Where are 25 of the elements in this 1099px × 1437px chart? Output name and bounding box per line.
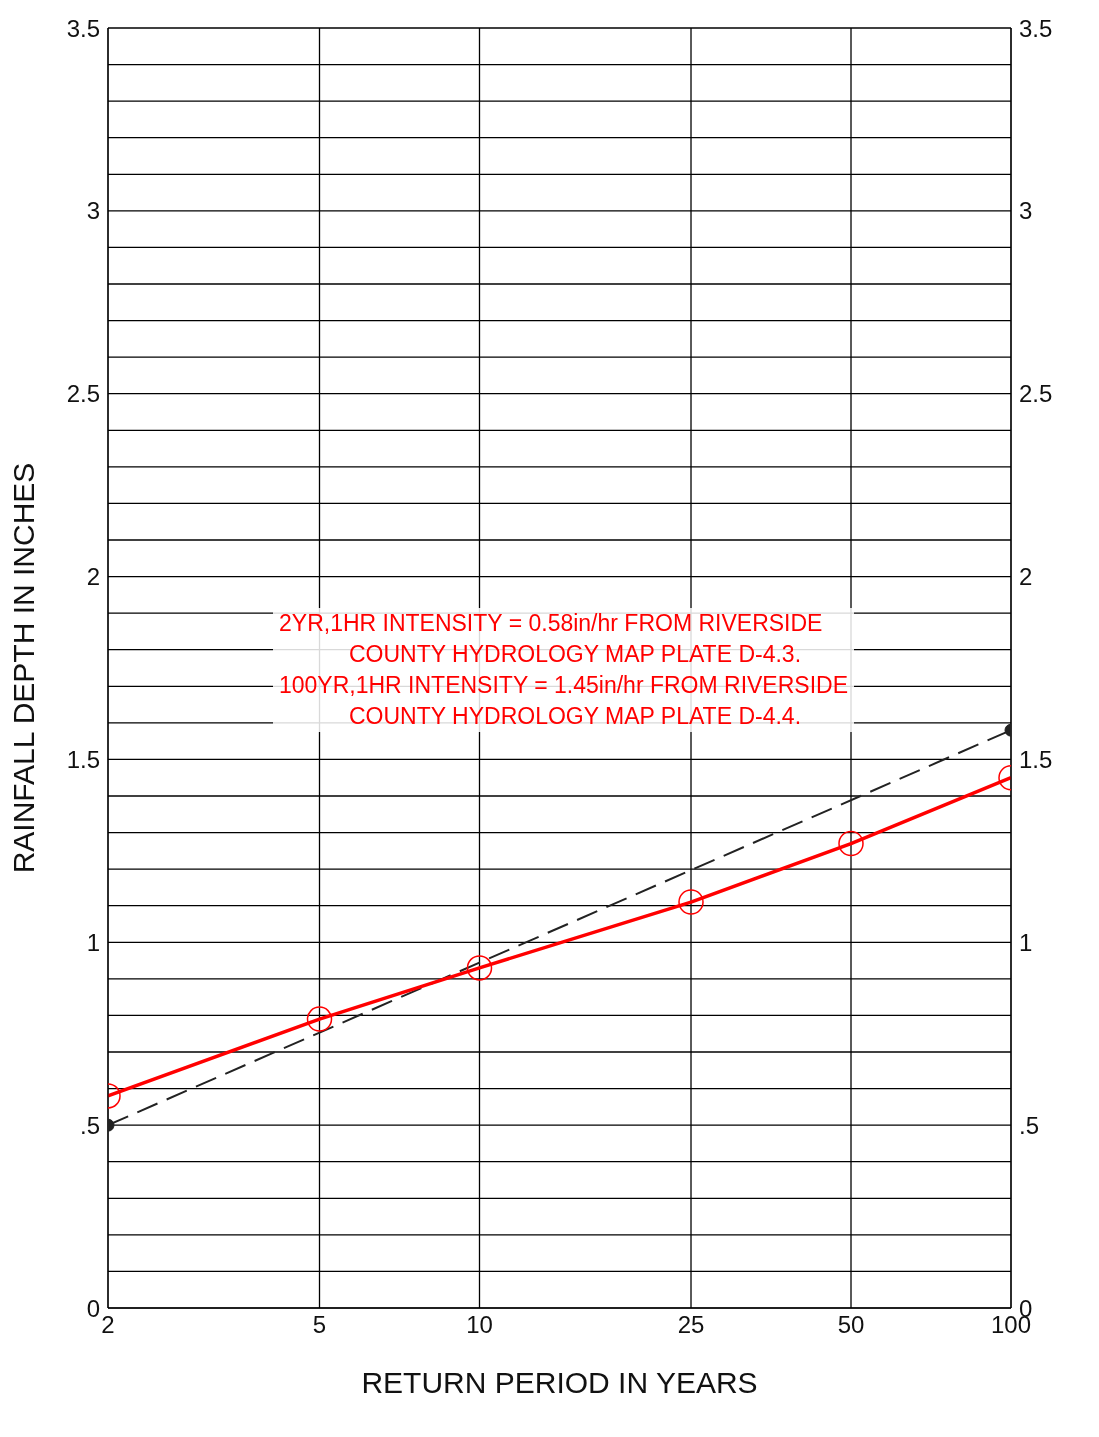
y2-tick-label: 1 — [1019, 928, 1033, 956]
y2-tick-label: 2.5 — [1019, 380, 1053, 408]
annotation: COUNTY HYDROLOGY MAP PLATE D-4.4. — [348, 702, 803, 731]
y-tick-label: 0 — [86, 1294, 100, 1322]
x-tick-label: 5 — [312, 1311, 327, 1339]
y-tick-label: 3 — [86, 197, 100, 225]
annotation: 2YR,1HR INTENSITY = 0.58in/hr FROM RIVERSIDE — [279, 609, 824, 638]
annotation: COUNTY HYDROLOGY MAP PLATE D-4.3. — [348, 640, 803, 669]
x-axis-title: RETURN PERIOD IN YEARS — [361, 1366, 758, 1399]
y-tick-label: 1 — [86, 928, 100, 956]
y-tick-label: 3.5 — [66, 14, 100, 42]
y-tick-label: 2.5 — [66, 380, 100, 408]
y2-tick-label: 3.5 — [1019, 14, 1053, 42]
y2-tick-label: 2 — [1019, 563, 1033, 591]
y2-tick-label: .5 — [1019, 1111, 1040, 1139]
y-axis-title: RAINFALL DEPTH IN INCHES — [6, 462, 40, 874]
y-tick-label: 2 — [86, 563, 100, 591]
y-tick-label: .5 — [79, 1111, 100, 1139]
x-tick-label: 10 — [466, 1311, 493, 1339]
y2-tick-label: 1.5 — [1019, 745, 1053, 773]
x-tick-label: 25 — [677, 1311, 705, 1339]
x-tick-label: 50 — [837, 1311, 865, 1339]
y-tick-label: 1.5 — [66, 745, 100, 773]
y2-tick-label: 3 — [1019, 197, 1033, 225]
annotation: 100YR,1HR INTENSITY = 1.45in/hr FROM RIVERSIDE — [279, 671, 849, 700]
